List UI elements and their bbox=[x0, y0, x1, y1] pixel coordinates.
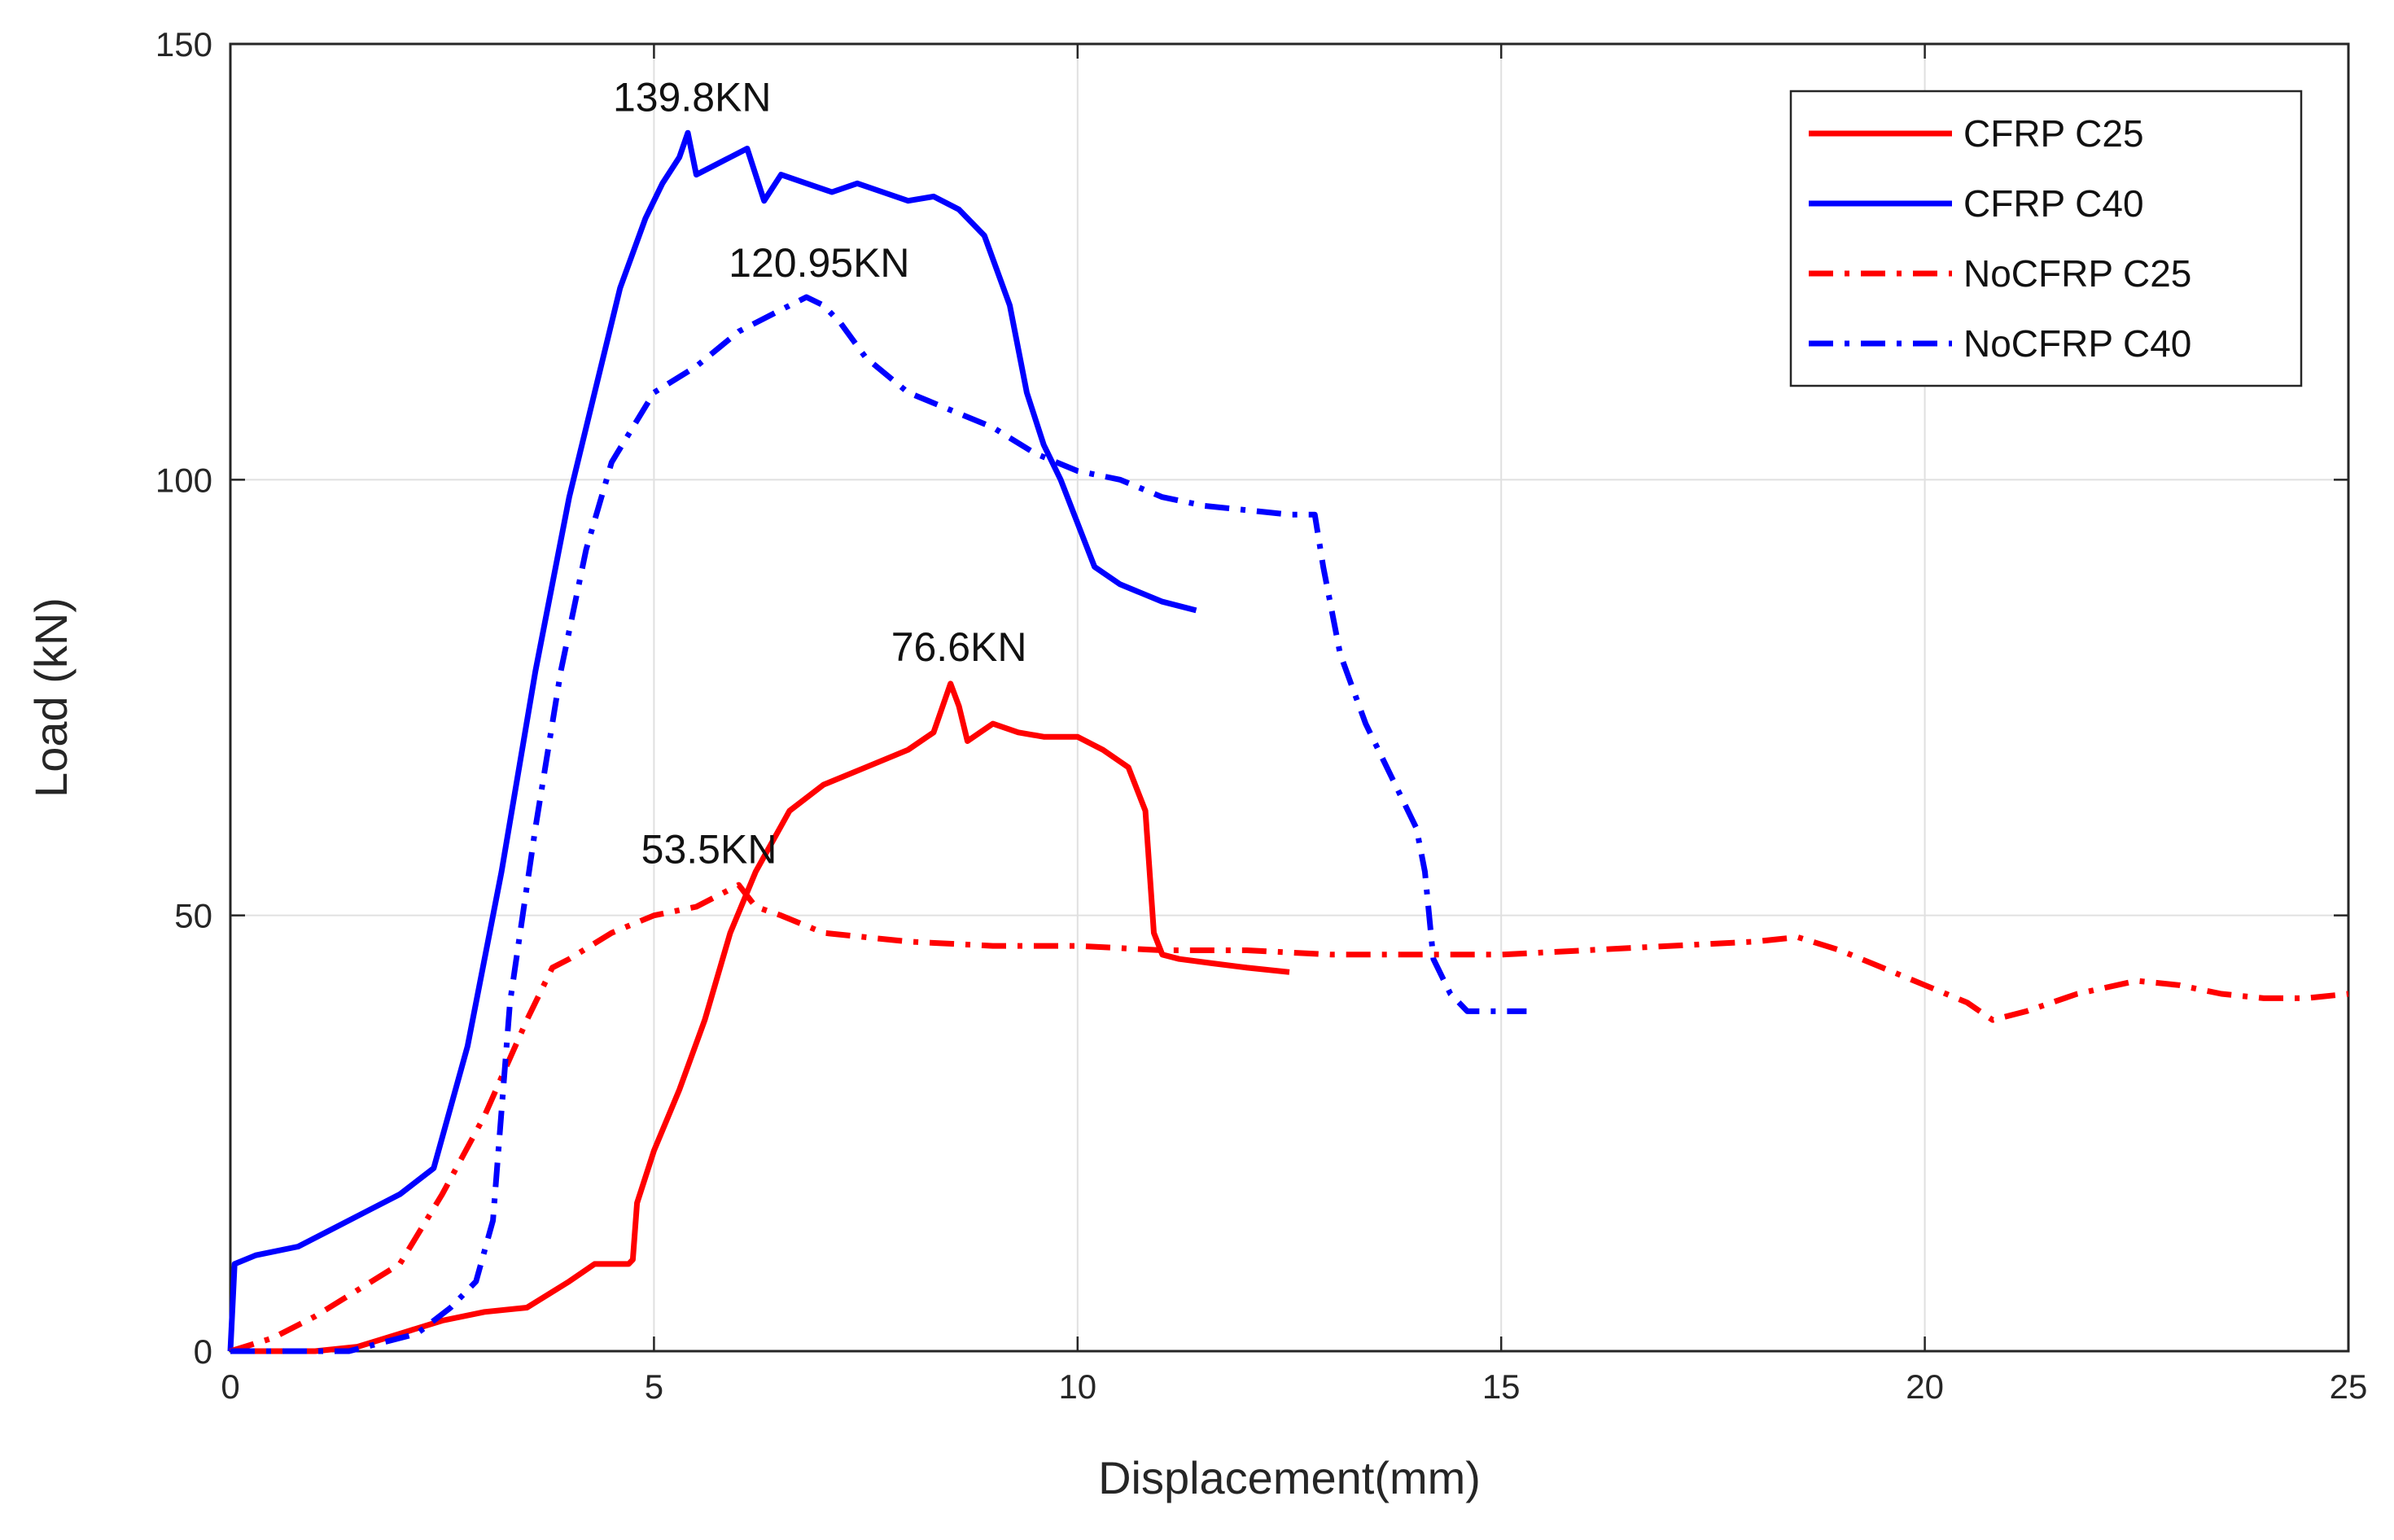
series-line-nocfrp-c40 bbox=[230, 294, 1527, 1354]
y-tick-label: 100 bbox=[155, 461, 212, 499]
peak-annotation: 139.8KN bbox=[613, 74, 772, 120]
series-line-cfrp-c25 bbox=[230, 680, 1290, 1354]
x-tick-label: 0 bbox=[221, 1367, 239, 1406]
legend-entry-label: NoCFRP C40 bbox=[1963, 322, 2191, 365]
x-tick-label: 5 bbox=[645, 1367, 663, 1406]
series-line-nocfrp-c25 bbox=[229, 882, 2349, 1354]
peak-annotation: 120.95KN bbox=[729, 240, 909, 286]
x-axis-label: Displacement(mm) bbox=[1098, 1452, 1481, 1503]
y-tick-label: 150 bbox=[155, 25, 212, 63]
x-tick-label: 20 bbox=[1906, 1367, 1944, 1406]
legend: CFRP C25 CFRP C40 NoCFRP C25 NoCFRP C40 bbox=[1789, 90, 2303, 387]
annotations: 139.8KN 120.95KN 76.6KN 53.5KN bbox=[613, 74, 1027, 872]
y-tick-label: 50 bbox=[174, 897, 212, 935]
series-line-cfrp-c40 bbox=[227, 129, 1197, 1352]
plot-area-frame bbox=[229, 42, 2350, 1353]
x-tick-label: 15 bbox=[1482, 1367, 1521, 1406]
x-tick-label: 10 bbox=[1058, 1367, 1096, 1406]
peak-annotation: 76.6KN bbox=[891, 624, 1027, 670]
y-tick-label: 0 bbox=[194, 1332, 212, 1371]
legend-entry-label: CFRP C25 bbox=[1963, 112, 2144, 155]
y-axis-label: Load (kN) bbox=[25, 597, 77, 798]
x-tick-label: 25 bbox=[2330, 1367, 2368, 1406]
legend-box bbox=[1789, 90, 2303, 387]
legend-entry-label: NoCFRP C25 bbox=[1963, 252, 2191, 295]
peak-annotation: 53.5KN bbox=[641, 826, 777, 872]
axis-ticks: 0 5 10 15 20 25 0 50 100 150 bbox=[155, 25, 2367, 1406]
series-layer bbox=[227, 129, 2349, 1354]
legend-entry-label: CFRP C40 bbox=[1963, 182, 2144, 225]
